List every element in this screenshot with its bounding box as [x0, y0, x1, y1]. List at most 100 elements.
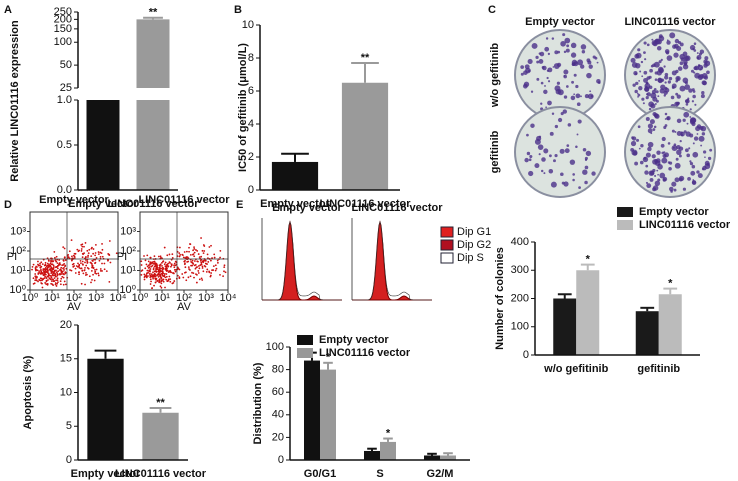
colony — [589, 90, 592, 93]
event-dot — [108, 280, 111, 283]
colony — [676, 149, 682, 155]
y-tick-label: 4 — [248, 118, 254, 130]
event-dot — [78, 267, 81, 269]
event-dot — [150, 273, 153, 276]
y-tick-label: 0 — [278, 454, 284, 466]
event-dot — [144, 259, 147, 262]
event-dot — [140, 260, 143, 263]
colony — [590, 94, 594, 98]
colony — [596, 61, 599, 64]
event-dot — [166, 254, 169, 257]
event-dot — [63, 280, 66, 283]
colony — [699, 68, 702, 71]
event-dot — [212, 265, 215, 268]
colony — [554, 124, 559, 129]
event-dot — [91, 266, 94, 269]
event-dot — [173, 266, 176, 269]
event-dot — [38, 270, 41, 273]
event-dot — [162, 280, 165, 283]
bar — [304, 360, 320, 460]
event-dot — [197, 260, 199, 263]
event-dot — [153, 284, 155, 287]
event-dot — [193, 260, 196, 262]
colony — [649, 119, 655, 125]
y-tick-label: 200 — [54, 13, 72, 25]
event-dot — [146, 265, 149, 268]
panel-letter: E — [236, 199, 243, 211]
event-dot — [163, 246, 166, 249]
event-dot — [56, 279, 59, 282]
event-dot — [52, 284, 55, 286]
event-dot — [108, 253, 111, 256]
colony — [528, 170, 534, 177]
event-dot — [45, 277, 48, 280]
colony — [631, 136, 635, 140]
event-dot — [81, 256, 84, 259]
event-dot — [39, 266, 42, 269]
colony — [677, 41, 682, 45]
colony — [671, 70, 677, 76]
event-dot — [108, 240, 111, 242]
event-dot — [62, 276, 65, 279]
event-dot — [92, 248, 95, 250]
legend-label: Empty vector — [639, 206, 709, 218]
colony — [580, 64, 585, 69]
colony — [654, 78, 658, 81]
event-dot — [152, 261, 155, 263]
colony — [543, 89, 548, 95]
event-dot — [171, 257, 174, 259]
event-dot — [81, 260, 84, 263]
event-dot — [193, 246, 195, 249]
event-dot — [83, 269, 86, 271]
event-dot — [198, 267, 201, 270]
event-dot — [189, 253, 192, 256]
colony — [581, 50, 586, 54]
colony — [657, 66, 664, 73]
event-dot — [187, 266, 190, 269]
colony — [683, 111, 690, 118]
event-dot — [149, 278, 152, 281]
event-dot — [31, 268, 33, 271]
colony — [524, 64, 530, 70]
colony — [554, 50, 559, 55]
colony — [696, 133, 699, 135]
event-dot — [101, 248, 104, 251]
event-dot — [166, 269, 169, 272]
event-dot — [176, 274, 179, 277]
event-dot — [162, 278, 164, 281]
colony — [646, 43, 650, 47]
colony — [638, 85, 643, 91]
y-tick-label: 50 — [60, 59, 72, 71]
colony — [632, 83, 636, 87]
colony — [635, 52, 642, 59]
colony — [545, 106, 547, 109]
event-dot — [82, 263, 84, 266]
bar — [142, 412, 179, 460]
colony — [551, 112, 555, 115]
event-dot — [109, 261, 112, 264]
event-dot — [58, 262, 61, 264]
event-dot — [181, 254, 184, 257]
event-dot — [101, 243, 103, 245]
event-dot — [216, 259, 219, 262]
colony — [674, 177, 680, 183]
event-dot — [153, 260, 156, 263]
event-dot — [156, 273, 159, 276]
event-dot — [41, 272, 44, 275]
event-dot — [192, 272, 195, 275]
colony — [655, 158, 661, 163]
event-dot — [156, 268, 159, 271]
colony — [674, 162, 681, 169]
colony — [563, 69, 569, 75]
event-dot — [188, 246, 190, 249]
colony — [664, 81, 667, 84]
significance: ** — [361, 52, 370, 64]
colony — [666, 39, 669, 42]
colony — [557, 117, 563, 123]
event-dot — [159, 285, 162, 288]
event-dot — [62, 267, 64, 270]
x-tick-label: 10³ — [198, 292, 214, 304]
event-dot — [48, 264, 51, 267]
colony — [656, 46, 662, 51]
event-dot — [215, 267, 218, 270]
